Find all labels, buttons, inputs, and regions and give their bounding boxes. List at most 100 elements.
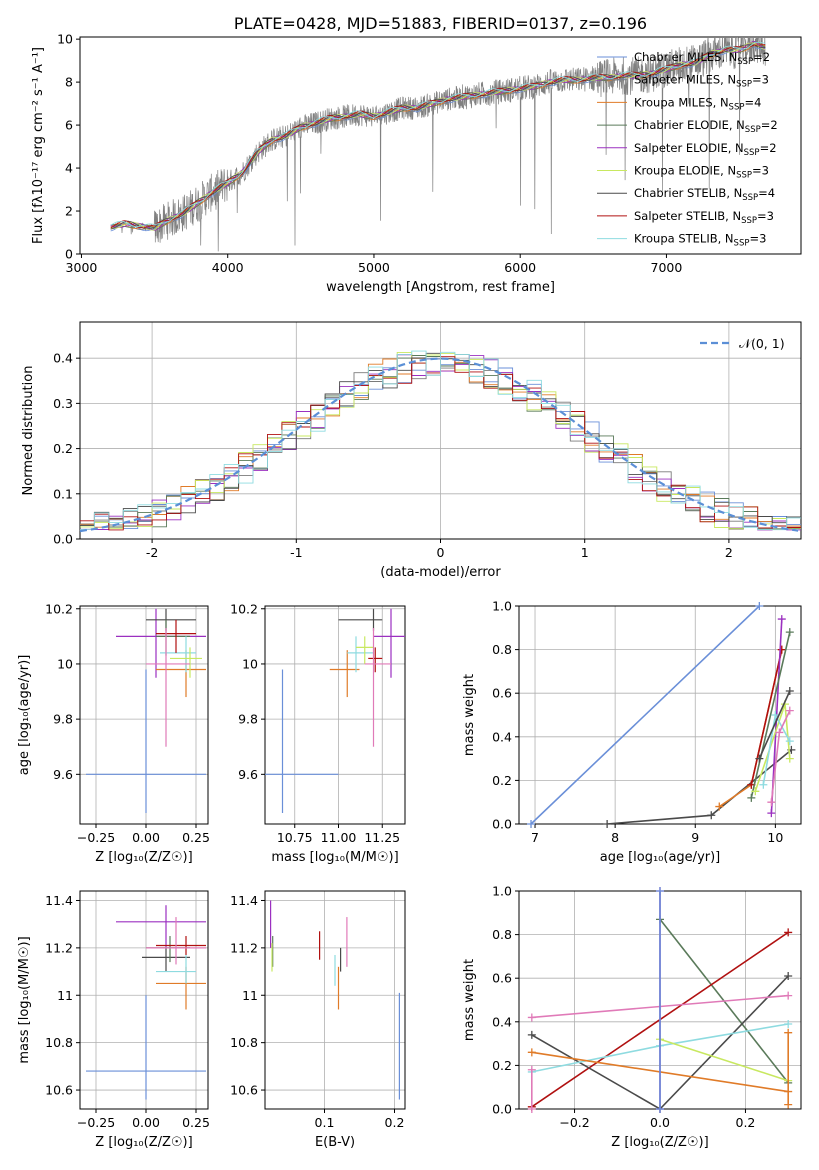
y-tick-label: 0.4 [492,1014,512,1029]
x-tick-label: 5000 [358,260,390,275]
legend-label-cm: Chabrier MILES, NSSP=2 [634,50,770,67]
marker-ss [784,928,793,937]
legend-label-sm: Salpeter MILES, NSSP=3 [634,73,769,90]
axes-frame [79,321,802,540]
marker-cm [656,1105,664,1113]
marker-pink [527,1013,536,1022]
y-tick-label: 6 [65,118,73,133]
legend-label-se: Salpeter ELODIE, NSSP=2 [634,141,777,158]
x-tick-label: 0.0 [650,1115,670,1130]
axes-frame [79,890,209,1110]
data-point-pink [364,628,391,747]
marker-cm [527,820,536,828]
y-tick-label: 0.0 [492,817,512,832]
x-tick-label: 1 [581,545,589,560]
series-line-cs [758,690,791,759]
x-tick-label: 11.00 [321,830,357,845]
y-tick-label: 2 [65,204,73,219]
x-tick-label: 4000 [212,260,244,275]
y-tick-label: 10.2 [230,601,258,616]
x-axis-label: E(B-V) [315,1135,355,1150]
x-axis-label: Z [log₁₀(Z/Z☉)] [95,850,192,865]
legend-label-ke: Kroupa ELODIE, NSSP=3 [634,164,769,181]
y-tick-label: 11.2 [45,940,73,955]
y-tick-label: 11.4 [45,893,73,908]
legend-label-km: Kroupa MILES, NSSP=4 [634,95,761,112]
legend-label-cs: Chabrier STELIB, NSSP=4 [634,186,775,203]
axes-1: 3000 4000 5000 6000 7000 0 2 4 6 8 10 wavelength [A… [31,32,802,295]
data-point-cs [338,608,383,631]
marker-ce [747,793,756,802]
data-point-ks [156,954,196,984]
y-tick-label: 11 [242,988,258,1003]
x-tick-label: 7 [531,830,539,845]
legend-label-ss: Salpeter STELIB, NSSP=3 [634,209,774,226]
y-tick-label: 0.3 [53,396,73,411]
data-point-cm [86,995,206,1100]
model-line-ss [110,44,766,229]
marker-cs [755,754,764,763]
x-tick-label: 11.25 [364,830,400,845]
y-tick-label: 10.6 [230,1083,258,1098]
data-point-ce [156,619,190,656]
data-point-se [116,905,206,948]
marker-pink [767,798,776,807]
y-tick-label: 0.6 [492,686,512,701]
data-point-ke [170,647,202,678]
marker-ks [759,780,768,789]
y-tick-label: 0.1 [53,486,73,501]
model-line-cs [110,44,766,230]
series-line-ke [659,1038,789,1082]
axes-6: −0.25 0.00 0.25 10.6 10.8 11 11.2 11.4 Z [log₁₀(… [17,890,210,1150]
marker-km [527,1048,536,1057]
data-point-pink [146,628,190,747]
marker-ke [785,754,794,763]
x-tick-label: 10.75 [277,830,313,845]
x-tick-label: 0 [437,545,445,560]
y-tick-label: 10.8 [45,1035,73,1050]
y-axis-label: mass [log₁₀(M/M☉)] [17,936,32,1063]
x-tick-label: −0.2 [559,1115,589,1130]
marker-pink [785,706,794,715]
y-tick-label: 8 [65,75,73,90]
marker-ks [785,737,794,746]
axes-frame [518,605,802,825]
axes-frame [264,890,406,1110]
marker-se [767,809,776,818]
marker-ks [784,1019,793,1028]
y-tick-label: 4 [65,161,73,176]
y-tick-label: 0.4 [53,351,73,366]
axes-7: 0.1 0.2 10.6 10.8 11 11.2 11.4 E(B-V) [230,890,406,1150]
data-point-cm [86,669,206,813]
y-axis-label: mass weight [462,959,477,1041]
marker-km [784,1100,793,1109]
y-tick-label: 9.6 [53,767,73,782]
series-line-ce [750,632,791,798]
y-tick-label: 10.8 [230,1035,258,1050]
y-tick-label: 11.2 [230,940,258,955]
y-tick-label: 10 [57,656,73,671]
x-tick-label: 2 [725,545,733,560]
x-axis-label: wavelength [Angstrom, rest frame] [326,280,555,295]
axes-frame [264,605,406,825]
y-tick-label: 0.2 [492,1058,512,1073]
x-tick-label: 6000 [504,260,536,275]
y-tick-label: 9.8 [238,712,258,727]
marker-km [784,1028,793,1037]
data-point-cm [265,669,339,813]
marker-pink [775,728,784,737]
x-tick-label: 7000 [651,260,683,275]
axes-4: 10.75 11.00 11.25 9.6 9.8 10 10.2 mass [log₁₀(M… [230,601,406,865]
y-tick-label: 0.0 [53,532,73,547]
x-tick-label: 8 [611,830,619,845]
marker-cs [784,972,793,981]
marker-se [777,615,786,624]
y-tick-label: 9.8 [53,712,73,727]
y-tick-label: 10 [57,32,73,47]
x-tick-label: −0.25 [77,1115,115,1130]
axes-5: 7 8 9 10 0.0 0.2 0.4 0.6 0.8 1.0 age [log₁₀(age/yr… [462,599,802,865]
data-point-km [156,966,206,1010]
series-line-cm [530,606,760,824]
x-tick-label: 0.00 [132,1115,160,1130]
